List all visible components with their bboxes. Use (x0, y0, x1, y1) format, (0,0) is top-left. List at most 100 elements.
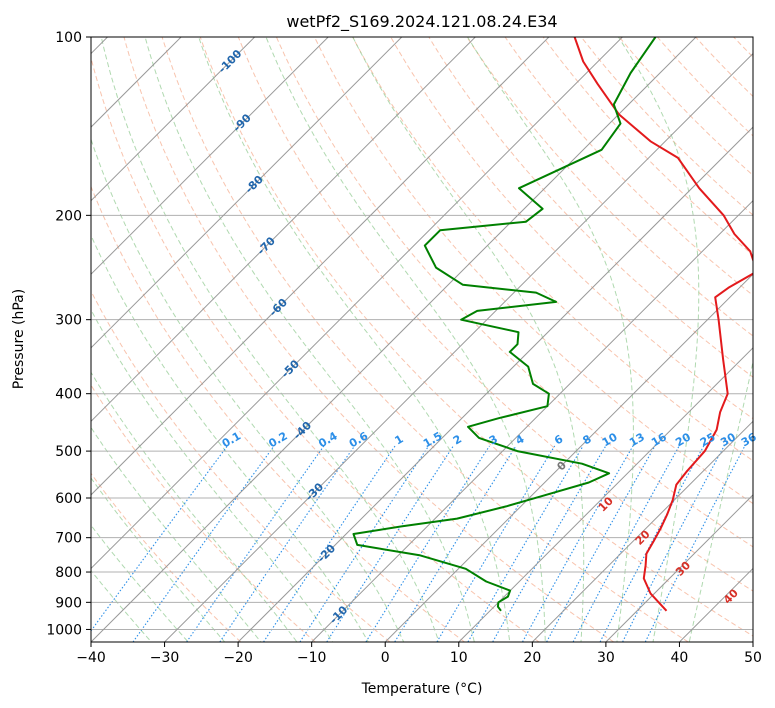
temperature-line (573, 37, 753, 612)
isotherm-line (458, 347, 753, 642)
dry-adiabat-line (656, 37, 753, 137)
background-lines (91, 25, 775, 643)
dry-adiabat-line (199, 37, 753, 637)
x-tick-label: 50 (744, 650, 762, 666)
moist-adiabat-line (144, 37, 475, 642)
mixing-ratio-line (219, 445, 356, 642)
isotherm-line (91, 37, 697, 642)
dry-adiabat-line (275, 37, 753, 548)
moist-adiabat-line (91, 308, 334, 642)
moist-adiabat-line (91, 234, 369, 642)
isotherm-line (384, 273, 753, 642)
sounding-profiles (352, 37, 753, 612)
x-tick-label: −20 (223, 650, 253, 666)
moist-adiabat-line (265, 37, 546, 642)
moist-adiabat-line (91, 524, 189, 642)
dry-adiabat-line (760, 25, 775, 643)
x-tick-label: −10 (297, 650, 327, 666)
isotherm-line (91, 37, 550, 496)
mixing-ratio-label: 30 (718, 430, 738, 449)
dry-adiabat-line (504, 37, 753, 296)
mixing-ratio-line (299, 445, 430, 642)
x-tick-label: 40 (671, 650, 689, 666)
dry-adiabat-line (542, 37, 753, 256)
chart-title: wetPf2_S169.2024.121.08.24.E34 (286, 12, 557, 32)
moist-adiabat-line (617, 37, 700, 642)
mixing-ratio-label: 1 (393, 432, 406, 447)
y-tick-label: 400 (55, 387, 82, 403)
mixing-ratio-line (394, 445, 517, 642)
mixing-ratio-label: 10 (600, 430, 620, 449)
dry-adiabat-line (161, 37, 689, 642)
dry-adiabat-line (466, 37, 753, 337)
isotherm-line (531, 420, 753, 642)
y-axis-label: Pressure (hPa) (11, 289, 27, 389)
mixing-ratio-line (132, 445, 275, 642)
moist-adiabat-line (91, 137, 405, 642)
y-tick-label: 700 (55, 531, 82, 547)
x-tick-label: 20 (523, 650, 541, 666)
x-tick-label: 0 (381, 650, 390, 666)
dry-adiabat-line (237, 37, 753, 592)
isotherm-line (91, 37, 624, 570)
moist-adiabat-line (91, 426, 262, 642)
y-axis-ticks: 100 200 300 400 500 600 700 800 900 1000 (46, 30, 91, 638)
moist-adiabat-label: 10 (596, 494, 616, 514)
mixing-ratio-label: 36 (739, 430, 759, 449)
mixing-ratio-label: 13 (627, 430, 647, 449)
mixing-ratio-label: 0.4 (316, 429, 340, 450)
moist-adiabat-line (688, 359, 753, 642)
mixing-ratio-line (644, 445, 746, 642)
dry-adiabat-line (123, 37, 614, 642)
mixing-ratio-label: 0.6 (347, 429, 371, 450)
moist-adiabat-label: 40 (721, 586, 741, 606)
isotherm-line (91, 37, 329, 275)
grid-lines (91, 37, 753, 630)
dry-adiabat-line (313, 37, 753, 505)
y-tick-label: 600 (55, 491, 82, 507)
mixing-ratio-line (263, 445, 396, 642)
y-tick-label: 800 (55, 565, 82, 581)
dry-adiabat-line (390, 37, 753, 420)
dry-adiabat-line (732, 37, 753, 58)
mixing-ratio-label: 16 (649, 430, 669, 449)
mixing-ratio-label: 2 (451, 432, 464, 447)
moist-adiabat-label: 30 (673, 559, 693, 579)
isotherm-lines (91, 37, 753, 642)
isotherm-line (91, 37, 477, 423)
dry-adiabat-line (618, 37, 753, 176)
dry-adiabat-line (428, 37, 753, 378)
x-axis-ticks: −40 −30 −20 −10 0 10 20 30 40 50 (76, 642, 762, 666)
isotherm-line (91, 37, 403, 349)
isotherm-line (752, 641, 753, 642)
mixing-ratio-line (492, 445, 607, 642)
y-tick-label: 900 (55, 595, 82, 611)
mixing-ratio-line (186, 445, 325, 642)
y-tick-label: 100 (55, 30, 82, 46)
mixing-ratio-line (326, 445, 454, 642)
x-tick-label: 30 (597, 650, 615, 666)
y-tick-label: 200 (55, 208, 82, 224)
mixing-ratio-label: 4 (513, 432, 526, 447)
mixing-ratio-line (522, 445, 634, 642)
moist-adiabat-line (100, 37, 440, 642)
moist-adiabat-line (91, 371, 298, 642)
dry-adiabat-line (352, 37, 753, 462)
isotherm-line (164, 52, 753, 642)
dry-adiabat-line (91, 384, 316, 642)
x-axis-label: Temperature (°C) (361, 681, 483, 697)
x-tick-label: −30 (150, 650, 180, 666)
isotherm-line (605, 494, 753, 642)
y-tick-label: 1000 (46, 622, 82, 638)
dry-adiabat-line (580, 37, 753, 216)
mixing-ratio-line (436, 445, 556, 642)
x-tick-label: −40 (76, 650, 106, 666)
plot-frame (90, 36, 754, 643)
mixing-ratio-line (572, 445, 680, 642)
x-tick-label: 10 (450, 650, 468, 666)
y-tick-label: 500 (55, 444, 82, 460)
dewpoint-line (352, 37, 657, 612)
isotherm-line (237, 126, 753, 642)
moist-adiabat-line (466, 37, 634, 642)
